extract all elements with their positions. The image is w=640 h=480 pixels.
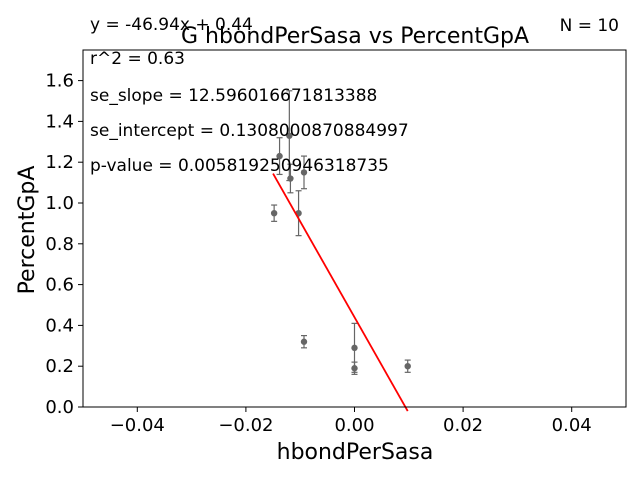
data-point xyxy=(270,210,278,217)
data-point xyxy=(300,169,308,176)
y-tick-label: 0.6 xyxy=(45,275,74,296)
data-point xyxy=(300,338,308,345)
x-tick-label: 0.04 xyxy=(552,415,592,436)
x-axis-label: hbondPerSasa xyxy=(277,440,434,465)
chart-title: G hbondPerSasa vs PercentGpA xyxy=(181,24,529,49)
data-point xyxy=(351,365,358,372)
data-point xyxy=(276,152,283,160)
chart-marks xyxy=(270,90,411,412)
data-point xyxy=(404,363,411,370)
y-tick-label: 0.2 xyxy=(45,356,74,377)
regression-line xyxy=(272,173,409,412)
sample-size-annotation: N = 10 xyxy=(560,16,619,36)
y-tick-label: 1.0 xyxy=(45,193,74,214)
x-axis-ticks: −0.04 −0.02 0.00 0.02 0.04 xyxy=(110,407,592,436)
x-tick-label: −0.04 xyxy=(110,415,165,436)
data-point xyxy=(287,175,294,182)
y-tick-label: 1.4 xyxy=(45,111,74,132)
y-tick-label: 0.4 xyxy=(45,315,74,336)
x-tick-label: 0.02 xyxy=(443,415,483,436)
y-axis-ticks: 0.0 0.2 0.4 0.6 0.8 1.0 1.2 1.4 1.6 xyxy=(45,71,83,418)
y-tick-label: 0.0 xyxy=(45,397,74,418)
y-tick-label: 0.8 xyxy=(45,234,74,255)
x-tick-label: 0.00 xyxy=(334,415,374,436)
equation-annotation: y = -46.94x + 0.44 xyxy=(90,15,253,35)
y-tick-label: 1.6 xyxy=(45,71,74,92)
y-tick-label: 1.2 xyxy=(45,152,74,173)
r-squared-annotation: r^2 = 0.63 xyxy=(90,49,185,69)
se-slope-annotation: se_slope = 12.596016671813388 xyxy=(90,86,377,106)
data-point xyxy=(286,132,293,139)
data-point xyxy=(351,344,358,352)
x-tick-label: −0.02 xyxy=(218,415,273,436)
se-intercept-annotation: se_intercept = 0.1308000870884997 xyxy=(90,121,409,141)
p-value-annotation: p-value = 0.005819250946318735 xyxy=(90,156,389,176)
y-axis-label: PercentGpA xyxy=(15,166,40,295)
